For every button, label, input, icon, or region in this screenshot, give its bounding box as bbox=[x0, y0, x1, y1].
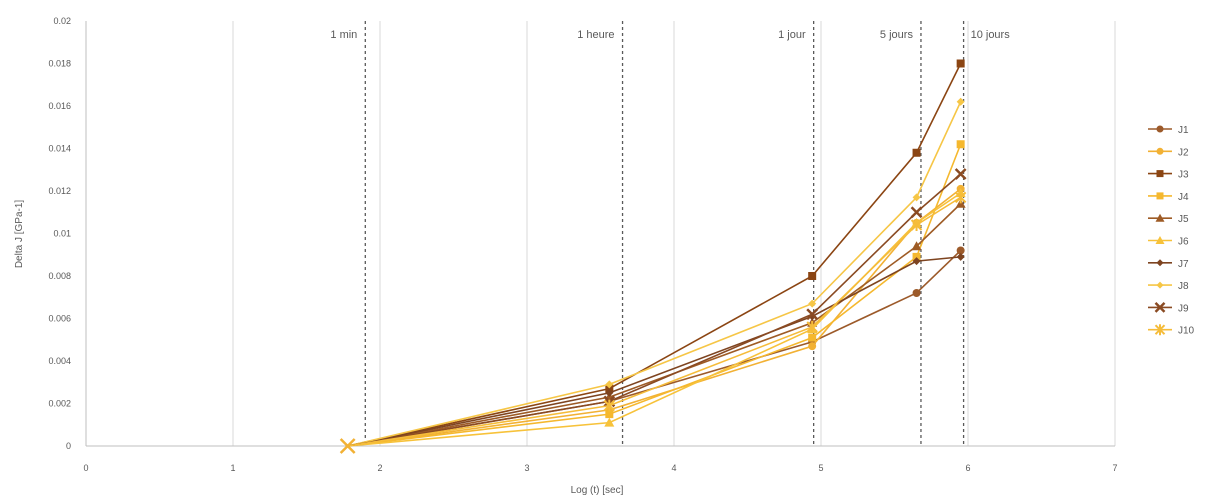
data-point bbox=[912, 257, 921, 266]
grid bbox=[232, 21, 1116, 446]
x-tick-label: 3 bbox=[524, 463, 529, 473]
legend-item: J10 bbox=[1148, 324, 1195, 337]
data-point bbox=[604, 417, 615, 427]
data-point bbox=[808, 299, 817, 308]
y-axis-label: Delta J [GPa-1] bbox=[14, 200, 25, 269]
legend-item: J2 bbox=[1148, 147, 1189, 158]
y-tick-label: 0.004 bbox=[48, 356, 71, 366]
data-point bbox=[912, 148, 921, 157]
y-tick-label: 0.006 bbox=[48, 314, 71, 324]
data-point bbox=[956, 140, 965, 149]
legend-label: J7 bbox=[1178, 259, 1189, 270]
data-point bbox=[605, 410, 614, 419]
y-tick-label: 0.002 bbox=[48, 399, 71, 409]
data-point bbox=[605, 384, 614, 393]
legend-label: J10 bbox=[1178, 326, 1195, 337]
data-point bbox=[954, 168, 967, 180]
series-group bbox=[339, 59, 967, 454]
data-point bbox=[605, 380, 614, 389]
legend-item: J6 bbox=[1148, 236, 1189, 248]
data-point bbox=[912, 289, 921, 297]
data-point bbox=[603, 399, 616, 412]
data-point bbox=[806, 321, 818, 333]
legend-marker bbox=[1156, 170, 1164, 178]
series-J3 bbox=[347, 59, 965, 447]
reference-lines: 1 min 1 heure 1 jour 5 jours 10 jours bbox=[330, 21, 1010, 446]
legend-label: J2 bbox=[1178, 147, 1189, 158]
legend-label: J3 bbox=[1178, 170, 1189, 181]
data-point bbox=[956, 246, 965, 255]
y-tick-label: 0.012 bbox=[48, 186, 71, 196]
legend-label: J4 bbox=[1178, 192, 1189, 203]
y-tick-label: 0.014 bbox=[48, 144, 71, 154]
series-J9 bbox=[347, 168, 967, 447]
legend-item: J1 bbox=[1148, 125, 1189, 136]
legend-marker bbox=[1156, 259, 1164, 267]
data-point bbox=[808, 272, 817, 280]
y-tick-label: 0 bbox=[66, 441, 71, 451]
reference-line-label: 5 jours bbox=[880, 29, 914, 41]
legend-item: J4 bbox=[1148, 192, 1189, 203]
legend-marker bbox=[1156, 147, 1164, 155]
legend-marker bbox=[1155, 236, 1165, 244]
legend-marker bbox=[1155, 213, 1165, 222]
legend-marker bbox=[1156, 125, 1164, 133]
legend-item: J9 bbox=[1148, 302, 1189, 314]
y-tick-label: 0.016 bbox=[48, 101, 71, 111]
legend-label: J5 bbox=[1178, 214, 1189, 225]
legend-marker bbox=[1154, 324, 1166, 336]
series-J10 bbox=[347, 191, 967, 447]
reference-line-label: 10 jours bbox=[971, 29, 1011, 41]
data-point bbox=[912, 193, 921, 202]
legend-marker bbox=[1154, 302, 1166, 313]
reference-line-label: 1 jour bbox=[778, 29, 806, 41]
y-tick-label: 0.018 bbox=[48, 59, 71, 69]
axes: 0 0.002 0.004 0.006 0.008 0.01 0.012 0.014 0.016… bbox=[48, 16, 1117, 473]
data-point bbox=[806, 308, 819, 321]
legend-item: J5 bbox=[1148, 213, 1189, 225]
series-J8 bbox=[347, 97, 965, 447]
legend-label: J1 bbox=[1178, 125, 1189, 136]
origin-point bbox=[339, 438, 356, 454]
x-tick-label: 2 bbox=[377, 463, 382, 473]
x-tick-label: 0 bbox=[83, 463, 88, 473]
x-axis-label: Log (t) [sec] bbox=[571, 485, 624, 496]
y-tick-label: 0.008 bbox=[48, 271, 71, 281]
legend-label: J6 bbox=[1178, 237, 1189, 248]
data-point bbox=[808, 333, 817, 342]
legend-label: J8 bbox=[1178, 281, 1189, 292]
legend-item: J3 bbox=[1148, 170, 1189, 181]
reference-line-label: 1 min bbox=[330, 29, 357, 41]
data-point bbox=[956, 252, 965, 261]
data-point bbox=[808, 342, 817, 351]
data-point bbox=[912, 252, 921, 261]
legend-item: J7 bbox=[1148, 259, 1189, 270]
y-tick-label: 0.01 bbox=[53, 229, 71, 239]
x-tick-label: 5 bbox=[818, 463, 823, 473]
legend: J1 J2 J3 J4 J5 J6 J7 J8 J9 J10 bbox=[1148, 125, 1195, 337]
data-point bbox=[910, 219, 923, 231]
x-tick-label: 6 bbox=[965, 463, 970, 473]
legend-item: J8 bbox=[1148, 281, 1189, 292]
data-point bbox=[954, 191, 967, 204]
legend-label: J9 bbox=[1178, 303, 1189, 314]
data-point bbox=[910, 206, 923, 219]
data-point bbox=[605, 388, 614, 397]
y-tick-label: 0.02 bbox=[53, 16, 71, 26]
data-point bbox=[911, 241, 922, 251]
x-tick-label: 4 bbox=[671, 463, 676, 473]
data-point bbox=[956, 97, 965, 106]
series-J4 bbox=[347, 140, 965, 447]
data-point bbox=[956, 59, 965, 68]
x-tick-label: 1 bbox=[230, 463, 235, 473]
reference-line-label: 1 heure bbox=[577, 29, 614, 41]
legend-marker bbox=[1156, 192, 1164, 200]
legend-marker bbox=[1156, 281, 1164, 289]
x-tick-label: 7 bbox=[1112, 463, 1117, 473]
